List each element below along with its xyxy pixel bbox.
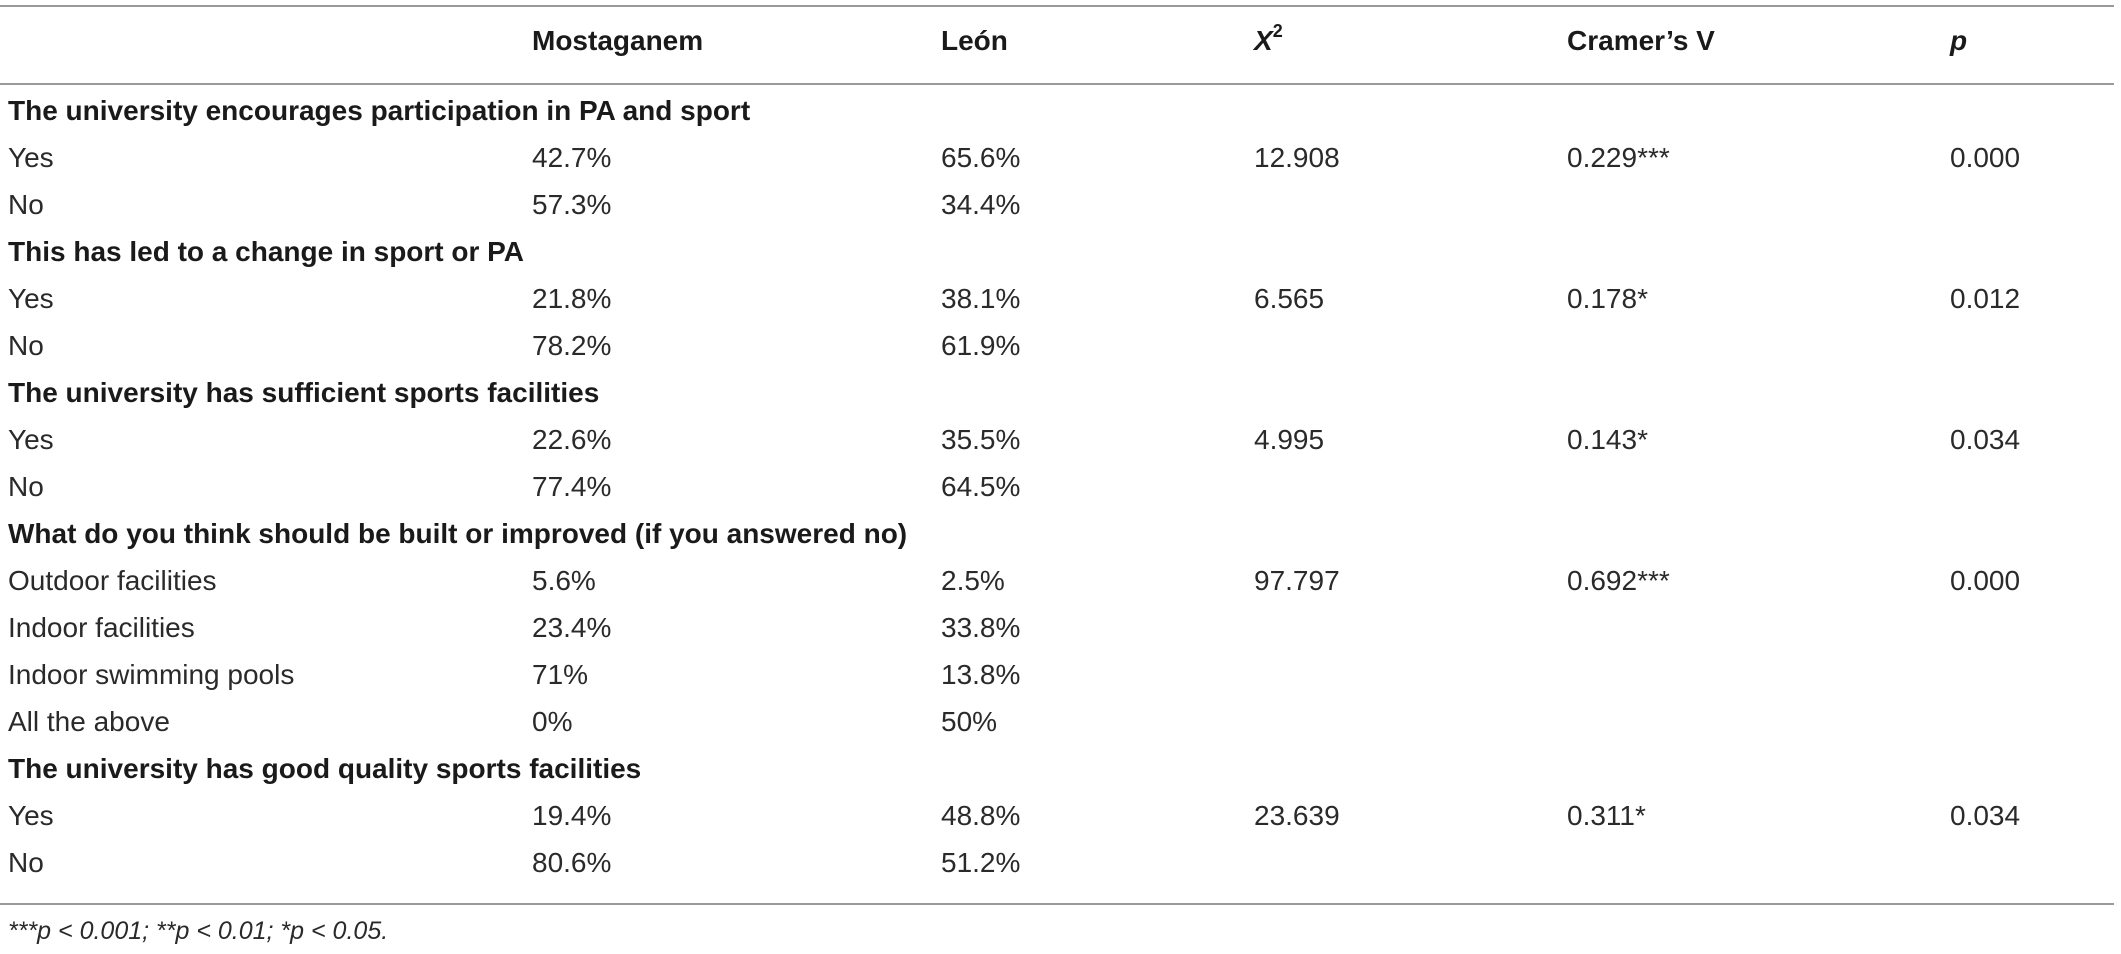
cell-leon: 50% bbox=[941, 706, 998, 737]
section-title: This has led to a change in sport or PA bbox=[8, 236, 525, 267]
header-cramers-v: Cramer’s V bbox=[1567, 25, 1715, 56]
cell-leon: 38.1% bbox=[941, 283, 1021, 314]
table-row: Indoor facilities 23.4% 33.8% bbox=[0, 605, 2121, 652]
cell-leon: 65.6% bbox=[941, 142, 1021, 173]
cell-mostaganem: 19.4% bbox=[532, 800, 612, 831]
section-header-row: The university has good quality sports f… bbox=[0, 746, 2121, 793]
table-row: Yes 19.4% 48.8% 23.639 0.311* 0.034 bbox=[0, 793, 2121, 840]
cell-leon: 33.8% bbox=[941, 612, 1021, 643]
cell-mostaganem: 21.8% bbox=[532, 283, 612, 314]
cell-leon: 35.5% bbox=[941, 424, 1021, 455]
header-mostaganem: Mostaganem bbox=[532, 25, 704, 56]
cell-mostaganem: 57.3% bbox=[532, 189, 612, 220]
cell-mostaganem: 22.6% bbox=[532, 424, 612, 455]
cell-leon: 64.5% bbox=[941, 471, 1021, 502]
cell-leon: 13.8% bbox=[941, 659, 1021, 690]
row-label: Indoor facilities bbox=[8, 612, 195, 643]
cell-leon: 48.8% bbox=[941, 800, 1021, 831]
cell-p: 0.034 bbox=[1950, 424, 2021, 455]
table-row: No 80.6% 51.2% bbox=[0, 840, 2121, 887]
cell-chi-square: 12.908 bbox=[1254, 142, 1340, 173]
cell-p: 0.000 bbox=[1950, 565, 2021, 596]
table-bottom-rule bbox=[0, 903, 2114, 905]
cell-mostaganem: 77.4% bbox=[532, 471, 612, 502]
cell-cramers-v: 0.229*** bbox=[1567, 142, 1670, 173]
cell-cramers-v: 0.178* bbox=[1567, 283, 1648, 314]
section-title: The university has sufficient sports fac… bbox=[8, 377, 600, 408]
cell-mostaganem: 0% bbox=[532, 706, 573, 737]
row-label: No bbox=[8, 330, 44, 361]
cell-p: 0.000 bbox=[1950, 142, 2021, 173]
cell-p: 0.012 bbox=[1950, 283, 2021, 314]
row-label: All the above bbox=[8, 706, 170, 737]
table-row: Yes 22.6% 35.5% 4.995 0.143* 0.034 bbox=[0, 417, 2121, 464]
cell-cramers-v: 0.311* bbox=[1567, 800, 1646, 831]
table-row: Yes 42.7% 65.6% 12.908 0.229*** 0.000 bbox=[0, 135, 2121, 182]
section-title: The university encourages participation … bbox=[8, 95, 751, 126]
table-top-rule bbox=[0, 5, 2114, 7]
row-label: Yes bbox=[8, 800, 54, 831]
section-title: What do you think should be built or imp… bbox=[8, 518, 908, 549]
cell-mostaganem: 71% bbox=[532, 659, 589, 690]
cell-p: 0.034 bbox=[1950, 800, 2021, 831]
table-row: No 78.2% 61.9% bbox=[0, 323, 2121, 370]
table-row: No 57.3% 34.4% bbox=[0, 182, 2121, 229]
section-header-row: The university encourages participation … bbox=[0, 88, 2121, 135]
table-row: Yes 21.8% 38.1% 6.565 0.178* 0.012 bbox=[0, 276, 2121, 323]
row-label: No bbox=[8, 847, 44, 878]
row-label: Yes bbox=[8, 424, 54, 455]
header-rule bbox=[0, 83, 2114, 85]
header-chi-square: X2 bbox=[1254, 20, 1283, 58]
cell-mostaganem: 5.6% bbox=[532, 565, 596, 596]
cell-mostaganem: 80.6% bbox=[532, 847, 612, 878]
table-row: Outdoor facilities 5.6% 2.5% 97.797 0.692***… bbox=[0, 558, 2121, 605]
cell-mostaganem: 23.4% bbox=[532, 612, 612, 643]
header-leon: León bbox=[941, 25, 1008, 56]
cell-chi-square: 23.639 bbox=[1254, 800, 1340, 831]
cell-cramers-v: 0.692*** bbox=[1567, 565, 1670, 596]
header-chi-square-base: X bbox=[1254, 25, 1273, 56]
section-header-row: What do you think should be built or imp… bbox=[0, 511, 2121, 558]
cell-leon: 61.9% bbox=[941, 330, 1021, 361]
table-row: All the above 0% 50% bbox=[0, 699, 2121, 746]
table-row: No 77.4% 64.5% bbox=[0, 464, 2121, 511]
row-label: Indoor swimming pools bbox=[8, 659, 295, 690]
table-row: Indoor swimming pools 71% 13.8% bbox=[0, 652, 2121, 699]
section-title: The university has good quality sports f… bbox=[8, 753, 642, 784]
header-p-label: p bbox=[1950, 25, 1968, 56]
section-header-row: This has led to a change in sport or PA bbox=[0, 229, 2121, 276]
cell-leon: 2.5% bbox=[941, 565, 1005, 596]
table-footnote: ***p < 0.001; **p < 0.01; *p < 0.05. bbox=[8, 917, 389, 945]
cell-leon: 34.4% bbox=[941, 189, 1021, 220]
row-label: No bbox=[8, 189, 44, 220]
header-chi-square-sup: 2 bbox=[1272, 20, 1283, 41]
row-label: Outdoor facilities bbox=[8, 565, 217, 596]
cell-mostaganem: 42.7% bbox=[532, 142, 612, 173]
cell-chi-square: 97.797 bbox=[1254, 565, 1340, 596]
row-label: Yes bbox=[8, 283, 54, 314]
row-label: Yes bbox=[8, 142, 54, 173]
row-label: No bbox=[8, 471, 44, 502]
cell-chi-square: 6.565 bbox=[1254, 283, 1325, 314]
cell-cramers-v: 0.143* bbox=[1567, 424, 1648, 455]
cell-mostaganem: 78.2% bbox=[532, 330, 612, 361]
header-p: p bbox=[1950, 24, 1967, 58]
cell-chi-square: 4.995 bbox=[1254, 424, 1325, 455]
cell-leon: 51.2% bbox=[941, 847, 1021, 878]
section-header-row: The university has sufficient sports fac… bbox=[0, 370, 2121, 417]
